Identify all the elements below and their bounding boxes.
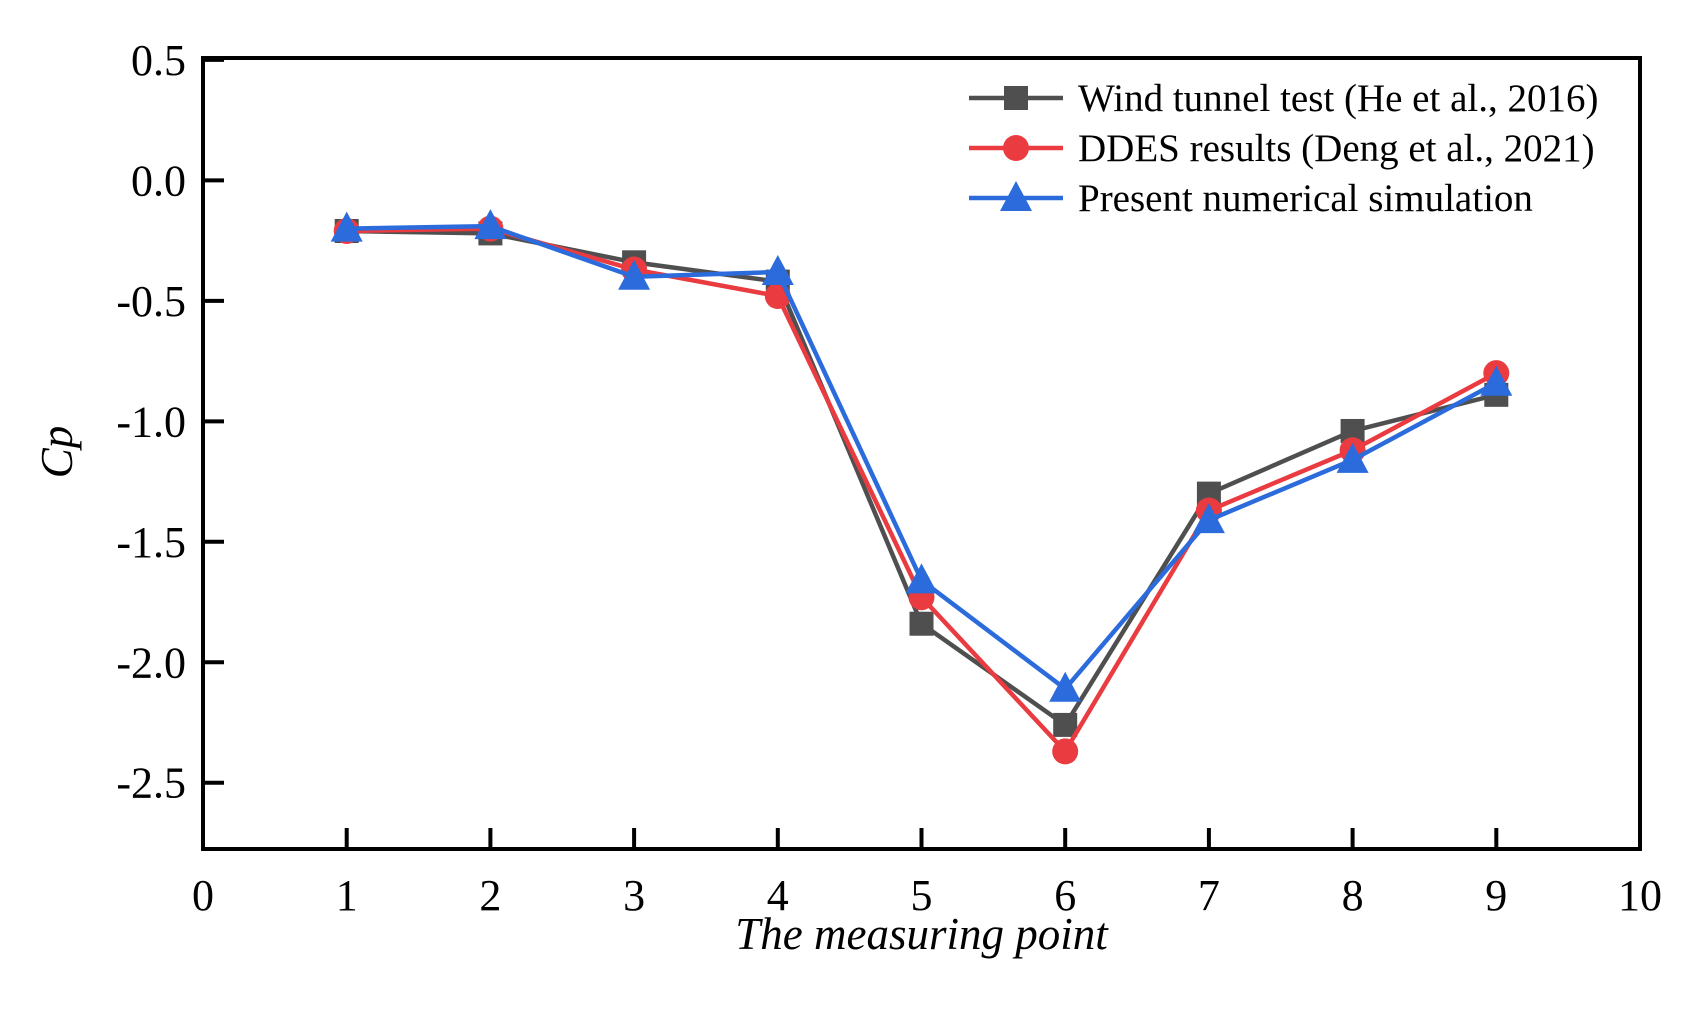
marker-triangle-point <box>1336 442 1369 473</box>
x-tick-label: 0 <box>192 871 214 920</box>
marker-triangle-point <box>1192 503 1225 534</box>
x-tick-label: 4 <box>767 871 789 920</box>
x-tick-label: 8 <box>1342 871 1364 920</box>
marker-triangle-point <box>618 259 651 290</box>
x-tick-label: 7 <box>1198 871 1220 920</box>
marker-triangle-point <box>761 254 794 285</box>
legend-item: DDES results (Deng et al., 2021) <box>967 123 1598 173</box>
marker-triangle-legend <box>1000 181 1032 211</box>
plot-frame <box>201 56 1642 851</box>
x-tick-label: 1 <box>336 871 358 920</box>
y-axis-label: Cp <box>32 425 82 479</box>
x-tick-label: 6 <box>1054 871 1076 920</box>
legend-item: Wind tunnel test (He et al., 2016) <box>967 73 1598 123</box>
legend-marker-circle-icon <box>969 135 1063 161</box>
y-tick-label: -1.0 <box>116 397 186 446</box>
y-tick-label: -0.5 <box>116 277 186 326</box>
marker-triangle-point <box>1049 671 1082 702</box>
legend: Wind tunnel test (He et al., 2016) DDES … <box>967 73 1598 223</box>
y-tick-label: 0.0 <box>131 156 186 205</box>
x-tick-label: 10 <box>1618 871 1662 920</box>
y-tick-label: -2.0 <box>116 638 186 687</box>
legend-marker-triangle-icon <box>969 181 1063 211</box>
y-tick-label: 0.5 <box>131 36 186 85</box>
marker-circle-legend <box>1003 135 1029 161</box>
x-tick-label: 5 <box>911 871 933 920</box>
x-axis-label: The measuring point <box>735 909 1108 959</box>
marker-triangle-point <box>1480 365 1513 396</box>
x-tick-label: 2 <box>479 871 501 920</box>
legend-label: Present numerical simulation <box>1078 176 1533 220</box>
marker-circle-point <box>1052 738 1079 765</box>
marker-square-legend <box>1004 86 1028 110</box>
y-tick-label: -1.5 <box>116 518 186 567</box>
series-line <box>346 226 1498 756</box>
legend-marker-square-icon <box>969 86 1063 110</box>
marker-square-point <box>909 611 934 636</box>
marker-square-point <box>1053 712 1078 737</box>
x-tick-label: 3 <box>623 871 645 920</box>
legend-label: DDES results (Deng et al., 2021) <box>1078 126 1595 170</box>
marker-triangle-point <box>330 211 363 242</box>
marker-triangle-point <box>474 209 507 240</box>
series-line <box>346 228 1497 729</box>
legend-label: Wind tunnel test (He et al., 2016) <box>1078 76 1599 120</box>
legend-item: Present numerical simulation <box>967 173 1598 223</box>
y-tick-label: -2.5 <box>116 759 186 808</box>
marker-triangle-point <box>905 563 938 594</box>
x-tick-label: 9 <box>1485 871 1507 920</box>
